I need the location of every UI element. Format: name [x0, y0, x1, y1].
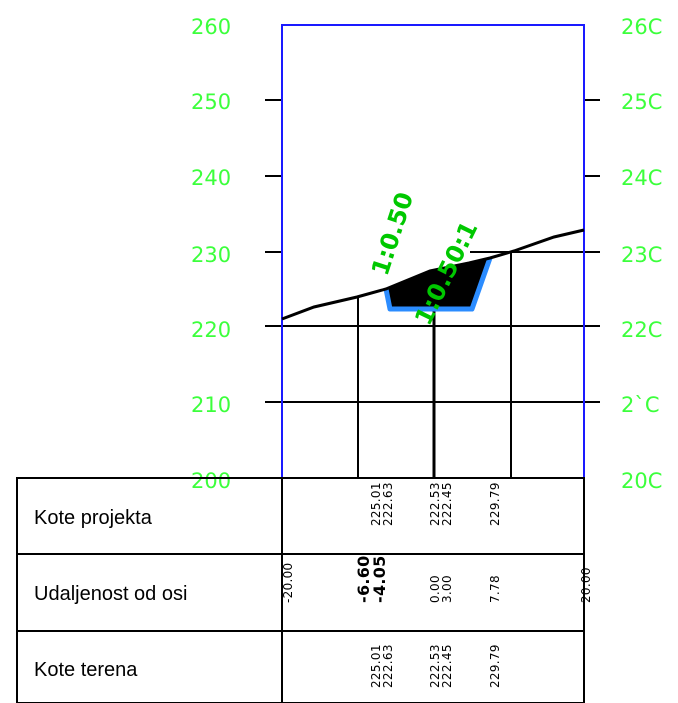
data-table: Kote projekta Udaljenost od osi Kote ter… — [16, 477, 593, 703]
udaljenost-c: 0.00 — [428, 575, 442, 603]
terena-col1: 225.01 — [369, 644, 383, 688]
left-tick-250: 250 — [191, 90, 231, 114]
row-label-projekta: Kote projekta — [34, 507, 153, 529]
right-tick-260: 26C — [621, 15, 662, 39]
udaljenost-e: 7.78 — [488, 575, 502, 603]
left-tick-200: 200 — [191, 469, 231, 493]
left-tick-220: 220 — [191, 318, 231, 342]
left-tick-260: 260 — [191, 15, 231, 39]
right-tick-210: 2`C — [621, 393, 660, 417]
cut-section — [383, 257, 493, 312]
udaljenost-left-edge: -20.00 — [281, 563, 295, 603]
left-tick-210: 210 — [191, 393, 231, 417]
right-tick-240: 24C — [621, 166, 662, 190]
left-tick-230: 230 — [191, 243, 231, 267]
right-tick-230: 23C — [621, 243, 662, 267]
projekta-col2b: 222.45 — [440, 482, 454, 526]
terena-col2b: 222.45 — [440, 644, 454, 688]
udaljenost-a: -6.60 — [354, 555, 373, 603]
projekta-col1b: 222.63 — [381, 482, 395, 526]
udaljenost-d: 3.00 — [440, 575, 454, 603]
terena-col2: 222.53 — [428, 644, 442, 688]
projekta-col2: 222.53 — [428, 482, 442, 526]
row-label-terena: Kote terena — [34, 659, 138, 681]
right-tick-220: 22C — [621, 318, 662, 342]
right-tick-200: 20C — [621, 469, 662, 493]
cut-edge — [383, 257, 493, 312]
right-tick-250: 25C — [621, 90, 662, 114]
grid — [265, 99, 600, 478]
terrain-line — [281, 228, 585, 321]
left-slope-label: 1:0.50 — [366, 189, 419, 279]
cut-fill — [386, 258, 490, 309]
udaljenost-b: -4.05 — [370, 555, 389, 603]
terena-col1b: 222.63 — [381, 644, 395, 688]
left-tick-240: 240 — [191, 166, 231, 190]
projekta-col1: 225.01 — [369, 482, 383, 526]
terena-col3: 229.79 — [488, 644, 502, 688]
y-axis-labels-right: 26C 25C 24C 23C 22C 2`C 20C — [621, 15, 662, 493]
udaljenost-right-edge: 20.00 — [579, 567, 593, 603]
projekta-col3: 229.79 — [488, 482, 502, 526]
y-axis-labels-left: 260 250 240 230 220 210 200 — [191, 15, 231, 493]
row-label-udaljenost: Udaljenost od osi — [34, 583, 187, 605]
